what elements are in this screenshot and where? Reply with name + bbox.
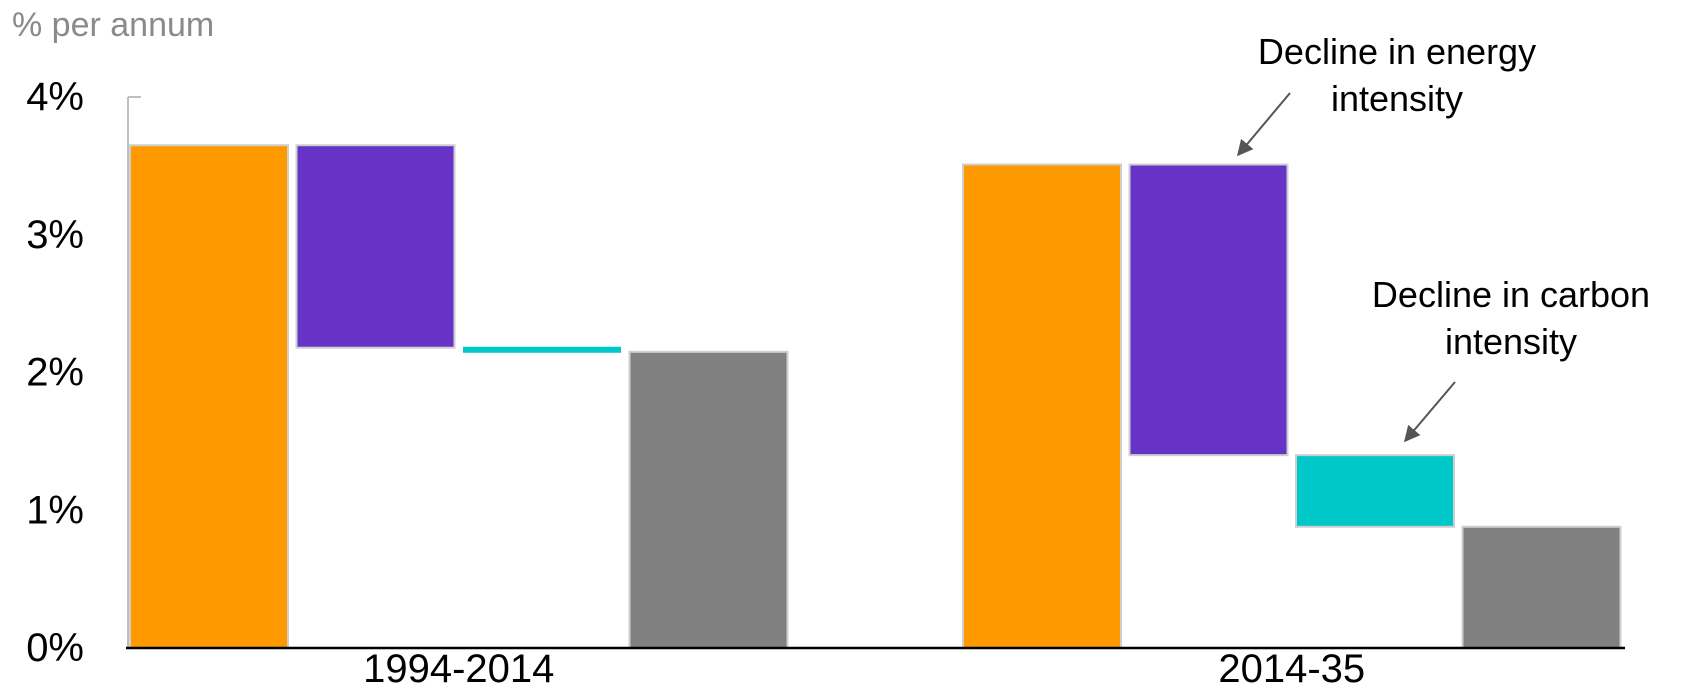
y-tick-label: 1% [26, 488, 84, 532]
y-tick-labels: 0% 1% 2% 3% 4% [26, 75, 84, 670]
bar-2014-35-energy-intensity [1128, 163, 1289, 457]
bar-1994-2014-energy-intensity [295, 144, 456, 349]
bar-1994-2014-carbon-intensity [463, 346, 621, 353]
annotation-energy-line-2: intensity [1331, 78, 1463, 119]
unit-label: % per annum [12, 6, 214, 44]
bar-2014-35-carbon-intensity [1295, 454, 1455, 528]
bar-1994-2014-emissions-growth [628, 350, 789, 649]
x-category-labels: 1994-2014 2014-35 [363, 647, 1365, 687]
bars-layer [129, 144, 1622, 650]
annotation-energy-line-1: Decline in energy [1258, 31, 1536, 72]
annotation-carbon-intensity: Decline in carbon intensity [1372, 274, 1650, 443]
annotation-energy-intensity: Decline in energy intensity [1236, 31, 1536, 157]
x-category-label: 2014-35 [1218, 647, 1365, 687]
annotation-carbon-arrow [1403, 381, 1456, 443]
y-tick-label: 0% [26, 626, 84, 670]
y-tick-label: 4% [26, 75, 84, 119]
bar-2014-35-economic-growth [962, 163, 1122, 649]
annotation-energy-arrow [1236, 92, 1291, 157]
bar-2014-35-emissions-growth [1461, 525, 1622, 650]
annotation-carbon-line-1: Decline in carbon [1372, 274, 1650, 315]
x-category-label: 1994-2014 [363, 647, 554, 687]
y-tick-label: 2% [26, 351, 84, 395]
annotation-carbon-line-2: intensity [1445, 321, 1577, 362]
y-tick-label: 3% [26, 213, 84, 257]
bar-1994-2014-economic-growth [129, 144, 289, 649]
